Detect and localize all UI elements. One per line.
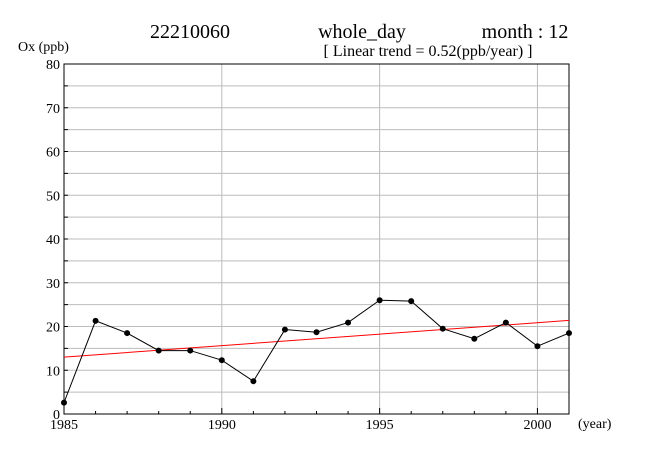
y-tick-label: 60 bbox=[46, 146, 60, 161]
grid-lines bbox=[64, 64, 569, 414]
y-tick-label: 70 bbox=[46, 102, 60, 117]
data-point bbox=[124, 330, 131, 337]
data-point bbox=[408, 298, 415, 305]
y-tick-label: 20 bbox=[46, 321, 60, 336]
linear-trend-line bbox=[63, 319, 570, 358]
trend-line-group bbox=[63, 319, 570, 358]
y-tick-label: 10 bbox=[46, 364, 60, 379]
data-point bbox=[439, 325, 446, 332]
data-point bbox=[566, 330, 572, 337]
x-tick-label: 1990 bbox=[208, 418, 236, 433]
data-point bbox=[345, 319, 352, 326]
data-point bbox=[92, 317, 99, 324]
series-group bbox=[61, 297, 572, 406]
y-tick-label: 80 bbox=[46, 58, 60, 73]
data-point bbox=[250, 378, 257, 385]
x-axis-label: (year) bbox=[578, 417, 612, 432]
data-point bbox=[502, 319, 509, 326]
y-tick-label: 40 bbox=[46, 233, 60, 248]
data-point bbox=[376, 297, 383, 304]
period-title: whole_day bbox=[318, 21, 406, 43]
y-tick-label: 50 bbox=[46, 189, 60, 204]
axis-ticks: 0 10 20 30 40 50 60 70 80 1985 1990 1995 2000 bbox=[46, 58, 570, 433]
data-point bbox=[281, 326, 288, 333]
y-axis-label: Ox (ppb) bbox=[18, 40, 69, 55]
data-point bbox=[313, 329, 320, 336]
data-point bbox=[187, 347, 194, 354]
y-tick-label: 0 bbox=[53, 408, 60, 423]
station-id-title: 22210060 bbox=[150, 21, 230, 43]
x-tick-label: 1985 bbox=[50, 418, 78, 433]
data-point bbox=[61, 399, 67, 406]
x-tick-label: 1995 bbox=[366, 418, 394, 433]
x-tick-label: 2000 bbox=[523, 418, 551, 433]
y-tick-label: 30 bbox=[46, 277, 60, 292]
data-point bbox=[534, 343, 541, 350]
month-title: month : 12 bbox=[482, 21, 569, 43]
data-point bbox=[218, 357, 225, 364]
data-point bbox=[155, 347, 162, 354]
data-point bbox=[471, 335, 478, 342]
linear-trend-label: [ Linear trend = 0.52(ppb/year) ] bbox=[324, 43, 533, 60]
